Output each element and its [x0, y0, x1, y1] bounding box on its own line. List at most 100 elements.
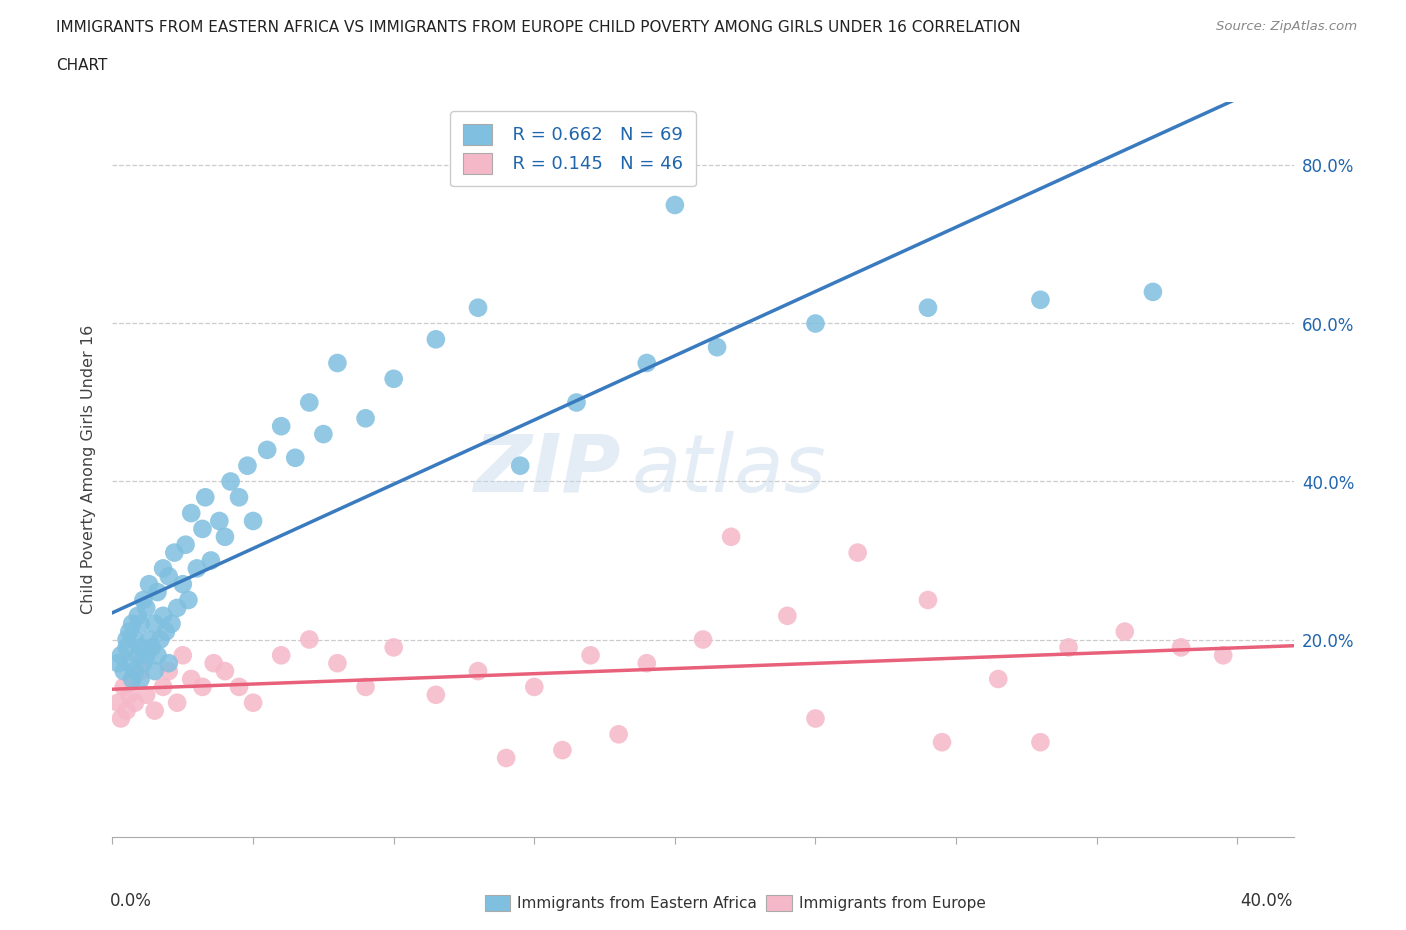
Point [200, 553, 222, 568]
Point [107, 696, 129, 711]
Point [228, 490, 250, 505]
Point [172, 648, 194, 663]
Point [298, 632, 321, 647]
Point [551, 743, 574, 758]
Point [256, 443, 278, 458]
Point [160, 617, 183, 631]
Point [846, 545, 869, 560]
Text: IMMIGRANTS FROM EASTERN AFRICA VS IMMIGRANTS FROM EUROPE CHILD POVERTY AMONG GIR: IMMIGRANTS FROM EASTERN AFRICA VS IMMIGR… [56, 20, 1021, 35]
Point [382, 640, 405, 655]
Point [326, 656, 349, 671]
Point [1142, 285, 1164, 299]
Point [129, 640, 152, 655]
Point [138, 632, 160, 647]
Point [143, 703, 166, 718]
Point [166, 601, 188, 616]
Point [152, 608, 174, 623]
Point [146, 648, 169, 663]
Point [157, 664, 180, 679]
Point [180, 671, 202, 686]
Point [129, 617, 152, 631]
Point [425, 687, 447, 702]
Point [118, 624, 141, 639]
Point [382, 371, 405, 386]
Point [804, 711, 827, 726]
Point [141, 640, 163, 655]
Point [112, 664, 135, 679]
Point [157, 656, 180, 671]
Point [208, 513, 231, 528]
Point [298, 395, 321, 410]
Point [180, 506, 202, 521]
Point [987, 671, 1010, 686]
Point [931, 735, 953, 750]
Point [228, 680, 250, 695]
Point [664, 197, 686, 212]
Point [115, 703, 138, 718]
Point [579, 648, 602, 663]
Point [118, 687, 141, 702]
Point [132, 592, 155, 607]
Point [143, 617, 166, 631]
Point [107, 656, 129, 671]
Point [110, 711, 132, 726]
Point [236, 458, 259, 473]
Text: 40.0%: 40.0% [1240, 892, 1292, 910]
Point [607, 727, 630, 742]
Point [354, 411, 377, 426]
Point [152, 561, 174, 576]
Point [129, 671, 152, 686]
Point [214, 664, 236, 679]
Point [186, 561, 208, 576]
Point [135, 601, 157, 616]
Point [174, 538, 197, 552]
Text: Source: ZipAtlas.com: Source: ZipAtlas.com [1216, 20, 1357, 33]
Point [127, 648, 149, 663]
Point [1057, 640, 1080, 655]
Point [706, 339, 728, 354]
Point [146, 585, 169, 600]
Point [1114, 624, 1136, 639]
Point [143, 664, 166, 679]
Point [149, 632, 172, 647]
Point [467, 664, 489, 679]
Point [121, 671, 143, 686]
Point [720, 529, 742, 544]
Point [135, 648, 157, 663]
Point [917, 592, 939, 607]
Point [152, 680, 174, 695]
Point [270, 648, 292, 663]
Point [110, 648, 132, 663]
Point [636, 355, 658, 370]
Point [124, 696, 146, 711]
Point [124, 664, 146, 679]
Point [242, 696, 264, 711]
Point [191, 680, 214, 695]
Point [804, 316, 827, 331]
Point [565, 395, 588, 410]
Point [172, 577, 194, 591]
Point [115, 640, 138, 655]
Point [509, 458, 531, 473]
Point [124, 632, 146, 647]
Point [636, 656, 658, 671]
Point [118, 656, 141, 671]
Y-axis label: Child Poverty Among Girls Under 16: Child Poverty Among Girls Under 16 [80, 325, 96, 615]
Point [115, 632, 138, 647]
Point [425, 332, 447, 347]
Point [155, 624, 177, 639]
Point [121, 671, 143, 686]
Point [214, 529, 236, 544]
Point [127, 608, 149, 623]
Point [312, 427, 335, 442]
Point [326, 355, 349, 370]
Point [776, 608, 799, 623]
Point [1170, 640, 1192, 655]
Point [219, 474, 242, 489]
Point [1029, 735, 1052, 750]
Point [1029, 292, 1052, 307]
Text: CHART: CHART [56, 58, 108, 73]
Point [112, 680, 135, 695]
Point [138, 577, 160, 591]
Text: 0.0%: 0.0% [110, 892, 152, 910]
